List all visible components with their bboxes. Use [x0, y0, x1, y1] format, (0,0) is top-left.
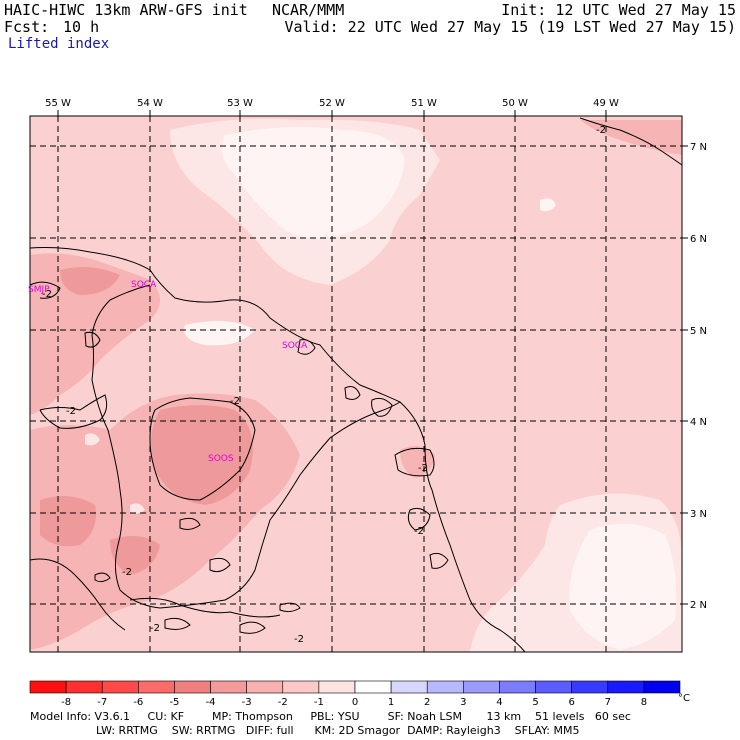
contour-label: -2: [294, 634, 304, 645]
border-line: [29, 558, 126, 631]
axis-ticks: [57, 110, 688, 605]
colorbar-tick-label: -5: [169, 697, 179, 708]
colorbar-swatch: [463, 680, 500, 694]
colorbar-tick-label: 2: [424, 697, 430, 708]
model-title: HAIC-HIWC 13km ARW-GFS init: [4, 1, 248, 19]
colorbar-swatch: [318, 680, 356, 694]
colorbar-swatch: [29, 680, 67, 694]
contour-label: -2: [414, 526, 424, 537]
coastline: [29, 247, 526, 653]
station-label: SOOS: [208, 454, 234, 464]
border-line: [91, 284, 401, 609]
field-patch-strong: [40, 496, 96, 547]
lat-label: 4 N: [690, 417, 707, 428]
field-patch-strong: [151, 405, 253, 505]
contour-label: -2: [596, 125, 606, 136]
colorbar-swatch: [426, 680, 464, 694]
colorbar: [29, 680, 681, 694]
field-patch-strong: [60, 266, 120, 295]
station-label: SOCA: [282, 341, 308, 351]
field-patch-white: [221, 126, 405, 239]
contour-label: -2: [42, 289, 52, 300]
colorbar-tick-label: 5: [532, 697, 538, 708]
forecast-hours: 10 h: [63, 18, 100, 36]
contour-lines: [29, 117, 683, 634]
station-label: SOCA: [131, 280, 157, 290]
colorbar-tick-label: -1: [314, 697, 324, 708]
colorbar-tick-label: -3: [242, 697, 252, 708]
longitude-labels: 55 W 54 W 53 W 52 W 51 W 50 W 49 W: [45, 98, 619, 109]
colorbar-swatch: [535, 680, 572, 694]
contour-label: -2: [122, 567, 132, 578]
colorbar-swatch: [246, 680, 284, 694]
contour-label: -2: [150, 623, 160, 634]
colorbar-tick-label: -2: [278, 697, 288, 708]
map-frame: [29, 115, 683, 653]
colorbar-swatch: [174, 680, 211, 694]
lon-label: 55 W: [45, 98, 71, 109]
contour-label: -2: [418, 463, 428, 474]
colorbar-swatch: [210, 680, 247, 694]
valid-time: Valid: 22 UTC Wed 27 May 15 (19 LST Wed …: [284, 18, 736, 36]
contour-label: -2: [66, 406, 76, 417]
colorbar-swatch: [499, 680, 536, 694]
field-patch-white: [540, 198, 556, 212]
graticule: [30, 116, 682, 652]
contour-label: -2: [230, 396, 240, 407]
colorbar-swatch: [354, 680, 392, 694]
station-label: SMJP: [28, 285, 50, 295]
lat-label: 3 N: [690, 509, 707, 520]
lon-label: 54 W: [137, 98, 163, 109]
colorbar-tick-label: 0: [352, 697, 358, 708]
lon-label: 53 W: [227, 98, 253, 109]
colorbar-swatch: [607, 680, 645, 694]
colorbar-swatch: [643, 680, 681, 694]
colorbar-tick-label: 8: [641, 697, 647, 708]
colorbar-swatch: [390, 680, 428, 694]
forecast-label: Fcst:: [4, 18, 50, 36]
colorbar-tick-label: 1: [388, 697, 394, 708]
field-patch-light: [85, 433, 100, 446]
colorbar-swatch: [571, 680, 609, 694]
colorbar-tick-label: 7: [605, 697, 611, 708]
colorbar-unit: °C: [678, 693, 690, 704]
lat-label: 6 N: [690, 234, 707, 245]
colorbar-tick-label: 6: [568, 697, 574, 708]
lon-label: 51 W: [411, 98, 437, 109]
colorbar-swatch: [282, 680, 320, 694]
organization-label: NCAR/MMM: [272, 1, 345, 19]
lon-label: 52 W: [319, 98, 345, 109]
colorbar-tick-label: 4: [496, 697, 502, 708]
field-patch-white: [569, 523, 677, 650]
field-patch-strong: [110, 536, 160, 575]
init-time: Init: 12 UTC Wed 27 May 15: [501, 1, 736, 19]
lat-label: 5 N: [690, 326, 707, 337]
latitude-labels: 7 N 6 N 5 N 4 N 3 N 2 N: [690, 142, 707, 611]
colorbar-tick-label: -4: [206, 697, 216, 708]
colorbar-labels: -8 -7 -6 -5 -4 -3 -2 -1 0 1 2 3 4 5 6 7 8: [61, 697, 647, 708]
colorbar-tick-label: -8: [61, 697, 71, 708]
colorbar-swatch: [65, 680, 103, 694]
lon-label: 49 W: [593, 98, 619, 109]
colorbar-swatch: [101, 680, 139, 694]
colorbar-tick-label: -7: [97, 697, 107, 708]
model-info-line2: LW: RRTMG SW: RRTMG DIFF: full KM: 2D Sm…: [96, 724, 580, 737]
colorbar-swatch: [138, 680, 175, 694]
field-patch-white: [184, 321, 255, 346]
lat-label: 2 N: [690, 600, 707, 611]
lat-label: 7 N: [690, 142, 707, 153]
station-labels: SMJP SOCA SOCA SOOS: [28, 280, 308, 464]
contour-value-labels: -2 -2 -2 -2 -2 -2 -2 -2 -2: [42, 125, 606, 645]
field-patch-light: [130, 503, 145, 514]
field-name: Lifted index: [8, 36, 110, 52]
colorbar-tick-label: -6: [133, 697, 143, 708]
lon-label: 50 W: [502, 98, 528, 109]
colorbar-tick-label: 3: [460, 697, 466, 708]
model-info-line1: Model Info: V3.6.1 CU: KF MP: Thompson P…: [30, 710, 631, 723]
